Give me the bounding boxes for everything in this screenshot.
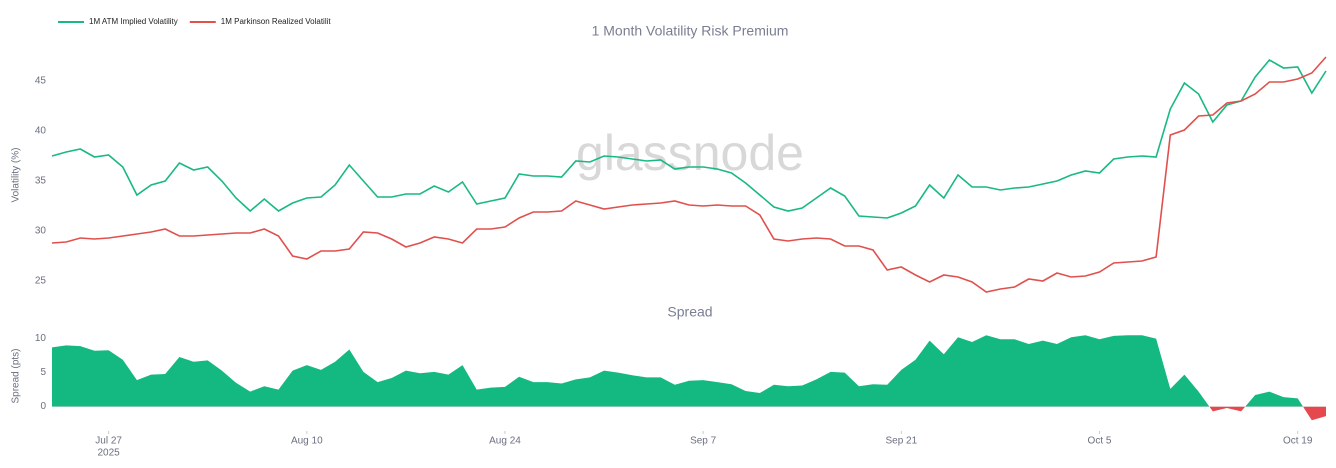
y-tick-label: 30 xyxy=(35,226,47,237)
y-axis-label: Spread (pts) xyxy=(11,348,22,403)
x-tick-label: Sep 21 xyxy=(885,436,917,447)
legend-label: 1M Parkinson Realized Volatilit xyxy=(221,17,332,26)
chart-title: 1 Month Volatility Risk Premium xyxy=(592,23,789,39)
y-tick-label: 25 xyxy=(35,276,47,287)
y-axis-label: Volatility (%) xyxy=(11,147,22,202)
x-tick-label: Jul 27 xyxy=(95,436,122,447)
y-tick-label: 5 xyxy=(40,367,46,378)
series-line xyxy=(51,58,1327,219)
x-year-label: 2025 xyxy=(97,448,120,459)
x-tick-label: Aug 10 xyxy=(291,436,323,447)
x-tick-label: Sep 7 xyxy=(690,436,717,447)
spread-area-negative xyxy=(1209,406,1326,421)
y-tick-label: 35 xyxy=(35,176,47,187)
y-tick-label: 10 xyxy=(35,333,47,344)
x-tick-label: Oct 5 xyxy=(1088,436,1112,447)
x-tick-label: Oct 19 xyxy=(1283,436,1313,447)
y-tick-label: 45 xyxy=(35,76,47,87)
legend-label: 1M ATM Implied Volatility xyxy=(89,17,178,26)
y-tick-label: 0 xyxy=(40,401,46,412)
series-line xyxy=(51,56,1327,293)
y-tick-label: 40 xyxy=(35,126,47,137)
spread-area-positive xyxy=(52,335,1326,407)
watermark: glassnode xyxy=(576,125,804,181)
x-tick-label: Aug 24 xyxy=(489,436,521,447)
subchart-title: Spread xyxy=(667,304,712,320)
